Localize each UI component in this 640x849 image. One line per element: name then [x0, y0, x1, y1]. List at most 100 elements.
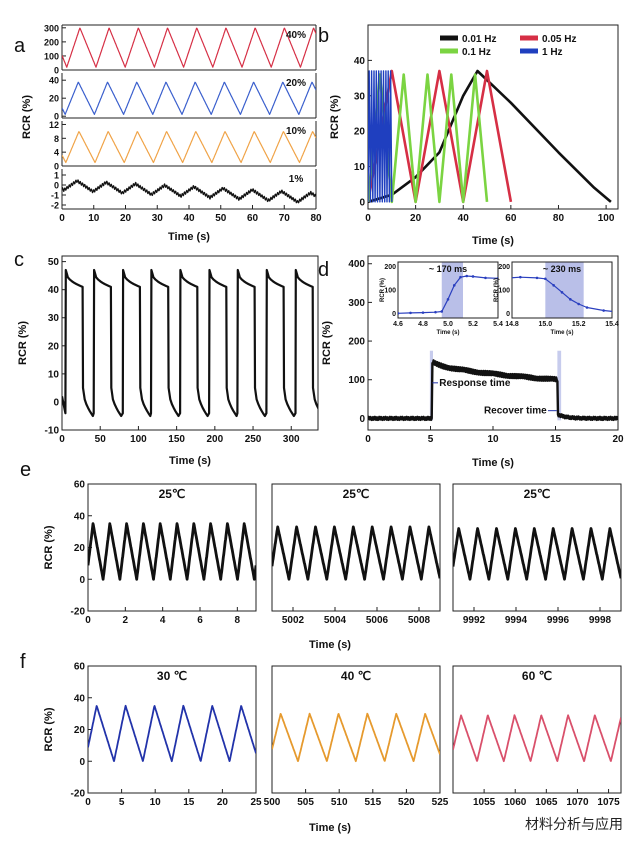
inset-point — [560, 291, 564, 294]
inset-series-line — [398, 275, 498, 314]
inset-x-tick-label: 14.8 — [505, 321, 519, 328]
inset-point — [619, 311, 622, 314]
series-line-40% — [62, 27, 316, 68]
x-tick-label: 9992 — [463, 615, 486, 626]
x-tick-label: 70 — [279, 213, 291, 224]
y-axis-label: RCR (%) — [17, 321, 29, 365]
inset-x-tick-label: 15.0 — [539, 321, 553, 328]
inset-y-tick-label: 0 — [392, 311, 396, 318]
inset-point — [519, 275, 522, 279]
inset-border — [397, 261, 499, 319]
inset-point — [446, 298, 450, 301]
x-axis-label: Time (s) — [169, 455, 211, 467]
inset-title: ~ 230 ms — [543, 264, 581, 274]
x-tick-label: 10 — [150, 797, 162, 808]
legend-entry: 0.01 Hz — [462, 34, 496, 45]
inset-point — [577, 302, 580, 306]
y-tick-label: 0 — [359, 414, 365, 425]
y-tick-label: 200 — [348, 337, 365, 348]
y-tick-label: 0 — [79, 575, 85, 586]
inset-title: ~ 170 ms — [429, 264, 467, 274]
y-tick-label: 40 — [48, 285, 60, 296]
x-tick-label: 1075 — [597, 797, 620, 808]
y-tick-label: 20 — [74, 543, 86, 554]
inset-point — [585, 306, 589, 309]
panel-label: e — [20, 459, 31, 481]
inset-y-axis-label: RCR (%) — [494, 278, 500, 302]
x-tick-label: 60 — [505, 213, 517, 224]
x-tick-label: 100 — [130, 434, 147, 445]
series-line-20% — [62, 81, 316, 115]
annotation-response: Response time — [439, 378, 511, 389]
y-tick-label: 40 — [49, 76, 59, 86]
inset-point — [465, 274, 469, 278]
x-tick-label: 5008 — [408, 615, 431, 626]
y-tick-label: 0 — [54, 181, 59, 191]
x-tick-label: 25 — [250, 797, 262, 808]
y-tick-label: 40 — [74, 511, 86, 522]
x-tick-label: 40 — [183, 213, 195, 224]
x-tick-label: 1060 — [504, 797, 527, 808]
x-tick-label: 50 — [215, 213, 227, 224]
y-axis-label: RCR (%) — [43, 525, 55, 569]
x-tick-label: 0 — [365, 213, 371, 224]
x-tick-label: 525 — [432, 797, 449, 808]
x-tick-label: 6 — [197, 615, 203, 626]
plot-frame — [367, 24, 619, 210]
y-tick-label: 0 — [54, 112, 59, 122]
series-line — [88, 522, 256, 581]
inset-x-tick-label: 15.2 — [572, 321, 586, 328]
series-line-10% — [62, 131, 316, 164]
series-line — [453, 527, 621, 581]
inset-y-tick-label: 0 — [506, 311, 510, 318]
legend-entry: 0.05 Hz — [542, 34, 576, 45]
inset-y-tick-label: 200 — [384, 264, 396, 271]
x-tick-label: 1070 — [566, 797, 589, 808]
watermark: 材料分析与应用 — [522, 813, 626, 835]
inset-y-axis-label: RCR (%) — [380, 278, 386, 302]
inset-point — [569, 298, 572, 301]
plot-frame — [87, 665, 257, 794]
y-tick-label: 300 — [348, 298, 365, 309]
y-tick-label: 10 — [48, 369, 60, 380]
inset-shade — [545, 262, 584, 318]
y-tick-label: -1 — [51, 191, 59, 201]
legend-entry: 0.1 Hz — [462, 47, 491, 58]
x-tick-label: 30 — [152, 213, 164, 224]
temperature-label: 30 ℃ — [157, 669, 187, 683]
series-line — [453, 714, 621, 763]
x-tick-label: 15 — [183, 797, 195, 808]
x-tick-label: 5 — [119, 797, 125, 808]
inset-point — [434, 310, 437, 314]
x-tick-label: 80 — [310, 213, 322, 224]
y-tick-label: 0 — [54, 162, 59, 172]
x-tick-label: 520 — [398, 797, 415, 808]
y-tick-label: -2 — [51, 201, 59, 211]
temperature-label: 60 ℃ — [522, 669, 552, 683]
inset-x-tick-label: 15.4 — [605, 321, 619, 328]
inset-point — [496, 277, 498, 280]
x-tick-label: 1055 — [473, 797, 496, 808]
inset-point — [502, 277, 505, 280]
x-tick-label: 0 — [59, 434, 65, 445]
x-tick-label: 80 — [553, 213, 565, 224]
inset-point — [535, 276, 539, 280]
x-tick-label: 250 — [245, 434, 262, 445]
y-tick-label: 12 — [49, 120, 59, 130]
series-line-1 Hz — [368, 70, 393, 203]
inset-point — [459, 275, 462, 279]
x-tick-label: 5006 — [366, 615, 389, 626]
x-tick-label: 10 — [88, 213, 100, 224]
y-tick-label: 4 — [54, 148, 59, 158]
series-line — [88, 704, 256, 763]
plot-frame — [61, 255, 319, 431]
y-tick-label: 100 — [348, 375, 365, 386]
y-tick-label: 200 — [44, 37, 59, 47]
x-tick-label: 500 — [264, 797, 281, 808]
y-tick-label: 0 — [359, 197, 365, 208]
y-tick-label: 20 — [48, 341, 60, 352]
y-tick-label: 400 — [348, 259, 365, 270]
inset-x-tick-label: 5.2 — [468, 321, 478, 328]
inset-y-tick-label: 200 — [498, 264, 510, 271]
series-line — [368, 359, 618, 422]
